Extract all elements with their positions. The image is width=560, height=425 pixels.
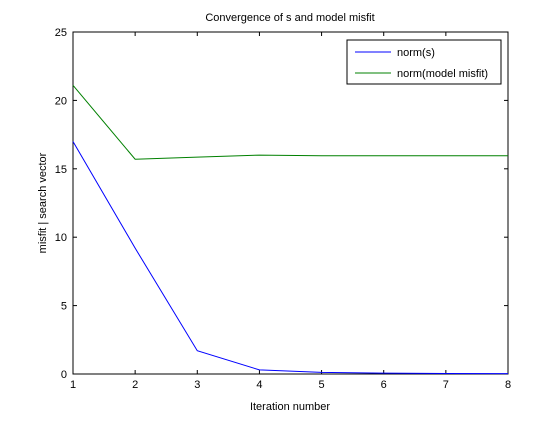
x-tick-label: 7 [443, 379, 449, 391]
legend-label: norm(model misfit) [397, 68, 488, 80]
series-line-1 [72, 141, 509, 375]
series-lines [72, 85, 509, 375]
legend: norm(s) norm(model misfit) [346, 39, 502, 85]
plot-area [72, 31, 509, 375]
y-tick-label: 25 [55, 27, 67, 39]
legend-label: norm(s) [397, 47, 435, 59]
y-tick-label: 5 [61, 301, 67, 313]
chart-title: Convergence of s and model misfit [205, 12, 374, 24]
x-tick-label: 1 [70, 379, 76, 391]
y-tick-label: 20 [55, 95, 67, 107]
x-tick-label: 4 [256, 379, 262, 391]
x-axis-label: Iteration number [250, 401, 330, 413]
legend-box [346, 39, 502, 85]
axis-ticks: 1 2 3 4 5 6 7 8 0 5 10 15 20 25 [55, 27, 511, 391]
series-line-2 [72, 85, 508, 160]
x-tick-label: 8 [505, 379, 511, 391]
y-axis-label: misfit | search vector [37, 152, 49, 253]
y-tick-label: 15 [55, 164, 67, 176]
y-tick-label: 10 [55, 232, 67, 244]
y-tick-label: 0 [61, 369, 67, 381]
x-tick-label: 2 [132, 379, 138, 391]
x-tick-label: 5 [319, 379, 325, 391]
x-tick-label: 3 [194, 379, 200, 391]
x-tick-label: 6 [381, 379, 387, 391]
